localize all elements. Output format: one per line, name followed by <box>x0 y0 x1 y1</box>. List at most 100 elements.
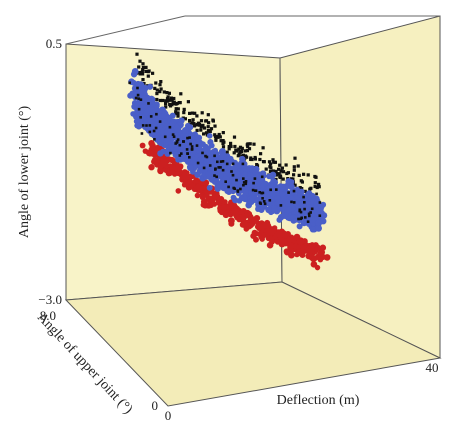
data-point-red <box>212 190 220 197</box>
data-point-blue <box>169 121 176 128</box>
data-point-black <box>304 216 307 219</box>
data-point-black <box>162 90 166 94</box>
data-point-blue <box>206 156 214 164</box>
data-point-blue <box>278 191 286 198</box>
data-point-black <box>259 152 263 156</box>
data-point-black <box>201 151 204 155</box>
data-point-black <box>149 115 153 118</box>
data-point-black <box>287 191 290 194</box>
data-point-black <box>164 105 168 109</box>
data-point-blue <box>255 172 262 178</box>
data-point-red <box>217 199 223 205</box>
data-point-black <box>219 160 223 163</box>
data-point-black <box>140 70 144 74</box>
data-point-blue <box>226 157 233 164</box>
data-point-black <box>193 111 197 115</box>
data-point-black <box>269 166 273 170</box>
data-point-black <box>227 147 231 151</box>
data-point-black <box>176 107 180 111</box>
data-point-black <box>275 173 279 177</box>
data-point-black <box>161 98 165 103</box>
data-point-black <box>190 111 194 115</box>
data-point-black <box>202 132 206 136</box>
data-point-blue <box>269 171 277 178</box>
data-point-black <box>209 127 214 131</box>
data-point-black <box>166 98 170 102</box>
data-point-blue <box>133 113 139 120</box>
data-point-black <box>261 146 265 150</box>
data-point-black <box>182 140 185 143</box>
data-point-black <box>183 117 187 121</box>
data-point-black <box>292 189 296 193</box>
data-point-black <box>224 180 227 183</box>
data-point-black <box>144 65 148 69</box>
data-point-blue <box>289 195 296 202</box>
data-point-black <box>268 199 272 202</box>
data-point-blue <box>270 178 277 185</box>
data-point-black <box>174 102 178 106</box>
data-point-black <box>255 163 259 167</box>
data-point-blue <box>185 157 191 163</box>
data-point-black <box>153 138 156 141</box>
data-point-black <box>136 93 140 97</box>
data-point-black <box>182 111 186 115</box>
data-point-black <box>232 135 237 139</box>
data-point-blue <box>263 191 271 199</box>
data-point-black <box>215 175 218 179</box>
data-point-red <box>287 244 294 251</box>
data-point-red <box>232 207 239 213</box>
data-point-black <box>202 126 207 130</box>
data-point-blue <box>195 134 203 142</box>
data-point-black <box>232 151 236 155</box>
data-point-black <box>258 157 262 162</box>
data-point-black <box>274 169 278 173</box>
data-point-blue <box>164 128 171 136</box>
data-point-black <box>147 102 150 105</box>
data-point-black <box>245 149 249 153</box>
data-point-black <box>165 91 169 95</box>
data-point-black <box>277 167 281 171</box>
data-point-black <box>242 181 246 184</box>
data-point-blue <box>247 172 254 179</box>
data-point-black <box>230 170 233 173</box>
data-point-black <box>221 131 225 135</box>
data-point-black <box>180 152 183 155</box>
data-point-black <box>141 72 145 76</box>
data-point-red <box>319 244 327 251</box>
data-point-black <box>128 81 131 85</box>
data-point-black <box>284 163 288 167</box>
data-point-blue <box>241 195 248 203</box>
data-point-black <box>271 169 275 173</box>
data-point-black <box>302 172 306 176</box>
data-point-blue <box>297 191 304 198</box>
data-point-blue <box>130 71 138 78</box>
data-point-blue <box>206 132 213 139</box>
data-point-black <box>158 83 162 87</box>
data-point-blue <box>236 197 243 204</box>
data-point-black <box>146 70 150 74</box>
data-point-black <box>141 68 145 72</box>
data-point-blue <box>134 122 141 129</box>
data-point-black <box>188 111 192 115</box>
data-point-red <box>207 195 214 202</box>
data-point-blue <box>216 180 223 188</box>
data-point-black <box>213 134 218 139</box>
data-point-black <box>242 177 245 180</box>
data-point-black <box>235 149 239 153</box>
data-point-black <box>281 170 286 174</box>
data-point-black <box>235 178 238 182</box>
data-point-black <box>231 173 235 177</box>
data-point-black <box>178 101 182 105</box>
data-point-black <box>141 65 145 70</box>
data-point-black <box>271 158 275 162</box>
data-point-black <box>218 135 222 139</box>
data-point-blue <box>147 118 154 125</box>
data-point-black <box>174 112 178 116</box>
data-point-black <box>146 74 150 78</box>
data-point-red <box>167 170 173 177</box>
data-point-red <box>157 167 164 175</box>
data-point-black <box>172 135 176 138</box>
data-point-blue <box>160 113 166 119</box>
data-point-black <box>154 126 158 130</box>
data-point-blue <box>288 183 295 191</box>
